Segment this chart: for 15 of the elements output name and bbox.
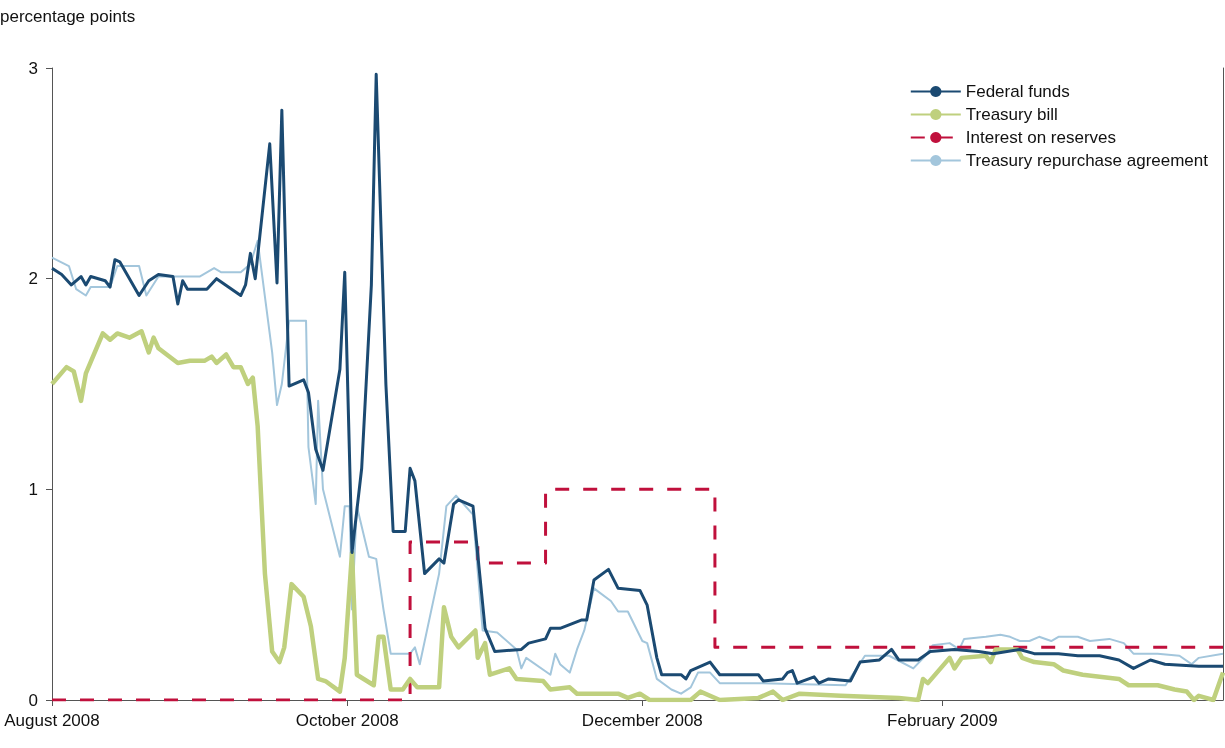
- y-tick-label: 2: [28, 269, 38, 289]
- legend-label: Treasury bill: [965, 105, 1058, 124]
- y-tick-label: 0: [28, 690, 38, 710]
- x-tick-label: August 2008: [4, 711, 100, 730]
- legend-label: Treasury repurchase agreement: [965, 151, 1209, 170]
- line-series: [51, 239, 1224, 695]
- line-series: [50, 72, 1225, 685]
- y-axis-title: percentage points: [0, 7, 136, 26]
- x-tick-label: February 2009: [887, 711, 998, 730]
- y-tick-label: 3: [28, 58, 38, 78]
- x-tick-label: December 2008: [581, 711, 703, 730]
- legend-label: Federal funds: [965, 82, 1070, 101]
- y-tick-label: 1: [28, 479, 38, 499]
- legend-label: Interest on reserves: [965, 128, 1117, 147]
- x-tick-label: October 2008: [295, 711, 399, 730]
